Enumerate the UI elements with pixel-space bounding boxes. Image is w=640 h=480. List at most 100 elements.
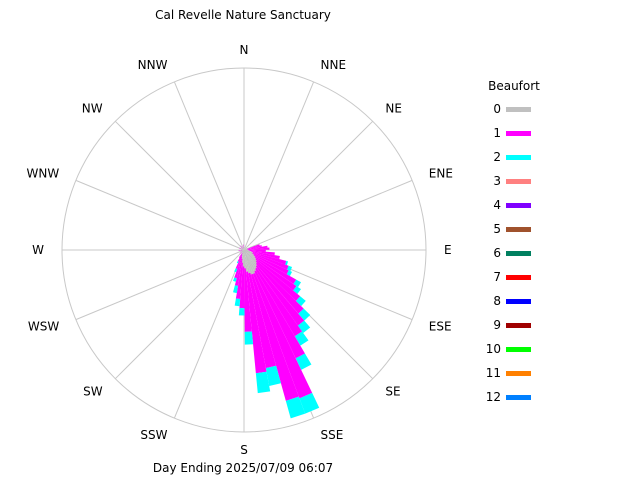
- petal-167-force-2: [265, 365, 281, 387]
- legend-swatch-10: [506, 347, 531, 352]
- spoke-wnw: [75, 179, 245, 251]
- petal-152-force-1: [254, 270, 305, 359]
- direction-label-sw: SW: [83, 384, 103, 398]
- legend-label-1: 1: [493, 126, 501, 140]
- petal-112-force-2: [287, 265, 293, 272]
- direction-label-n: N: [240, 43, 249, 57]
- direction-label-ne: NE: [385, 102, 402, 116]
- spoke-ne: [243, 120, 374, 251]
- legend-swatch-2: [506, 155, 531, 160]
- petal-212-force-0: [241, 250, 244, 254]
- petal-147-force-1: [255, 267, 303, 337]
- legend-label-8: 8: [493, 294, 501, 308]
- direction-label-se: SE: [385, 384, 400, 398]
- petal-292-force-0: [242, 249, 244, 250]
- legend-swatch-3: [506, 179, 531, 184]
- petal-132-force-2: [295, 296, 306, 307]
- legend-swatch-4: [506, 203, 531, 208]
- chart-title: Cal Revelle Nature Sanctuary: [155, 8, 331, 22]
- legend-swatch-8: [506, 299, 531, 304]
- direction-label-e: E: [444, 243, 452, 257]
- direction-label-wnw: WNW: [27, 166, 60, 180]
- petal-177-force-0: [244, 250, 246, 269]
- petal-132-force-1: [255, 260, 301, 302]
- petal-167-force-1: [248, 272, 277, 369]
- petal-157-force-1: [252, 272, 313, 399]
- spoke-wsw: [75, 249, 245, 321]
- petal-167-force-0: [244, 250, 251, 274]
- petal-102-force-0: [244, 250, 252, 252]
- petal-162-force-1: [250, 273, 299, 401]
- legend-label-9: 9: [493, 318, 501, 332]
- petal-192-force-2: [233, 285, 238, 294]
- direction-label-wsw: WSW: [28, 320, 59, 334]
- petal-147-force-2: [294, 331, 309, 346]
- legend-label-3: 3: [493, 174, 501, 188]
- petal-207-force-1: [237, 253, 243, 262]
- petal-127-force-1: [255, 258, 297, 291]
- petal-87-force-1: [247, 247, 270, 250]
- direction-label-ese: ESE: [429, 320, 452, 334]
- direction-label-ssw: SSW: [140, 428, 167, 442]
- petal-197-force-0: [241, 250, 244, 258]
- legend-swatch-5: [506, 227, 531, 232]
- direction-label-s: S: [240, 443, 248, 457]
- petal-192-force-1: [234, 258, 243, 286]
- legend-swatch-0: [506, 107, 531, 112]
- petal-117-force-0: [244, 250, 254, 256]
- petal-172-force-2: [255, 371, 271, 394]
- petal-127-force-2: [293, 286, 301, 294]
- polar-grid: [61, 67, 427, 433]
- petal-137-force-2: [298, 308, 311, 321]
- legend-label-5: 5: [493, 222, 501, 236]
- direction-label-sse: SSE: [321, 428, 344, 442]
- petal-182-force-0: [242, 250, 245, 267]
- petal-177-force-1: [244, 268, 252, 332]
- legend-swatch-7: [506, 275, 531, 280]
- direction-label-ene: ENE: [429, 166, 453, 180]
- petal-187-force-2: [234, 298, 241, 307]
- petal-197-force-1: [234, 256, 243, 279]
- spoke-nnw: [173, 81, 245, 251]
- legend-label-10: 10: [486, 342, 501, 356]
- petal-97-force-0: [244, 250, 250, 251]
- petal-122-force-1: [254, 256, 297, 285]
- petal-322-force-1: [240, 245, 243, 249]
- petal-157-force-2: [299, 392, 320, 414]
- petal-207-force-0: [242, 250, 244, 254]
- legend-label-7: 7: [493, 270, 501, 284]
- petal-112-force-0: [244, 250, 253, 254]
- petal-207-force-2: [236, 261, 239, 264]
- petal-162-force-2: [285, 396, 306, 419]
- petal-107-force-0: [244, 250, 253, 254]
- legend-label-2: 2: [493, 150, 501, 164]
- petal-82-force-0: [244, 249, 248, 250]
- petal-127-force-0: [244, 250, 256, 260]
- petal-117-force-1: [253, 254, 289, 275]
- petal-182-force-2: [238, 308, 245, 316]
- petal-97-force-1: [249, 250, 275, 256]
- petal-157-force-0: [244, 250, 255, 274]
- petal-122-force-0: [244, 250, 256, 258]
- spoke-ssw: [173, 249, 245, 419]
- legend-label-12: 12: [486, 390, 501, 404]
- petal-107-force-2: [285, 260, 289, 266]
- petal-152-force-0: [244, 250, 257, 272]
- petal-292-force-1: [238, 247, 243, 250]
- legend-title: Beaufort: [488, 79, 540, 93]
- petal-262-force-1: [238, 250, 243, 251]
- legend-swatch-1: [506, 131, 531, 136]
- petal-182-force-1: [239, 266, 245, 309]
- petal-77-force-1: [247, 245, 262, 250]
- petal-172-force-0: [244, 250, 248, 272]
- petal-107-force-1: [252, 252, 287, 265]
- petal-92-force-1: [247, 249, 266, 252]
- legend-swatch-9: [506, 323, 531, 328]
- petal-132-force-0: [244, 250, 257, 262]
- spoke-nne: [243, 81, 315, 251]
- legend-label-6: 6: [493, 246, 501, 260]
- petal-72-force-0: [244, 248, 248, 250]
- direction-label-nw: NW: [82, 102, 103, 116]
